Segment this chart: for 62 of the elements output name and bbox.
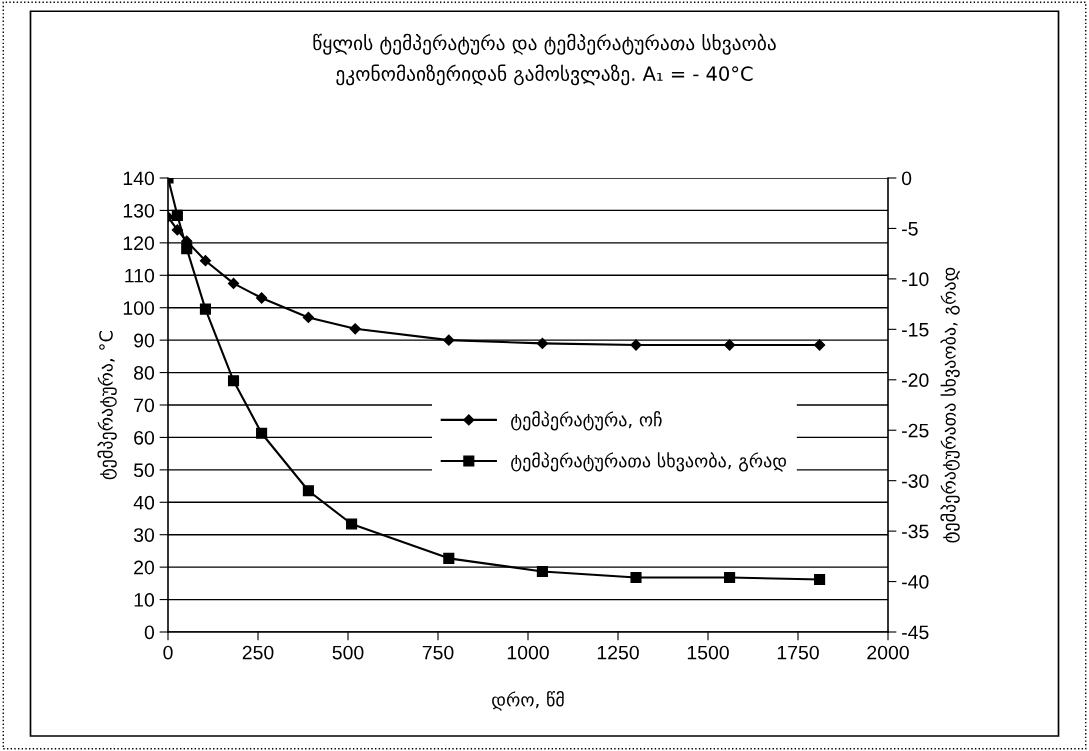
point xyxy=(443,334,455,346)
point xyxy=(181,243,193,255)
y2-tick-label: -45 xyxy=(902,625,929,640)
point xyxy=(814,573,826,586)
y-tick-label: 140 xyxy=(123,171,155,186)
y2-axis-title: ტემპერატურათა სხვაობა, გრად xyxy=(940,267,960,543)
x-axis-title: დრო, წმ xyxy=(492,691,564,711)
y-tick-label: 70 xyxy=(134,398,155,413)
y-tick-label: 20 xyxy=(134,560,155,575)
x-tick-label: 0 xyxy=(163,645,173,660)
y2-tick-label: -25 xyxy=(902,423,929,438)
point xyxy=(724,571,736,584)
y-tick-label: 10 xyxy=(134,593,155,607)
x-tick-label: 1000 xyxy=(507,645,549,660)
y2-tick-label: -15 xyxy=(902,323,929,337)
y-tick-label: 30 xyxy=(133,528,155,542)
y-tick-label: 100 xyxy=(123,301,155,315)
y2-tick-label: -20 xyxy=(902,373,929,388)
x-tick-label: 500 xyxy=(332,645,364,660)
point xyxy=(630,571,642,584)
y-tick-label: 80 xyxy=(134,366,155,380)
point xyxy=(536,565,548,578)
y2-tick-label: -40 xyxy=(902,575,929,589)
point xyxy=(302,485,314,497)
point xyxy=(346,518,358,530)
point xyxy=(723,339,736,351)
y-tick-label: 50 xyxy=(133,463,155,478)
point xyxy=(199,255,212,267)
legend-label: ტემპერატურა, ოჩ xyxy=(511,411,662,431)
chart-title: წყლის ტემპერატურა და ტემპერატურათა სხვაობა ეკონომაიზერიდან გამოსვლაზე. A₁ = - 40°C xyxy=(313,33,776,86)
y-tick-label: 60 xyxy=(134,430,155,445)
point xyxy=(256,427,268,439)
x-tick-label: 750 xyxy=(422,645,454,660)
point xyxy=(171,224,183,236)
y-tick-label: 40 xyxy=(133,495,155,510)
point xyxy=(171,209,183,221)
y2-tick-label: -10 xyxy=(902,272,929,287)
y-tick-label: 90 xyxy=(134,333,155,348)
y-tick-label: 110 xyxy=(125,268,155,283)
y-tick-label: 0 xyxy=(144,625,155,640)
point xyxy=(536,337,549,349)
x-tick-label: 2000 xyxy=(867,645,909,660)
point xyxy=(227,375,240,387)
point xyxy=(255,292,268,304)
legend-label: ტემპერატურათა სხვაობა, გრად xyxy=(511,452,787,472)
y2-tick-label: 0 xyxy=(901,171,912,186)
x-tick-label: 250 xyxy=(242,645,274,660)
x-tick-label: 1750 xyxy=(777,645,819,660)
point xyxy=(443,552,455,564)
y2-tick-label: -5 xyxy=(902,222,918,236)
x-tick-label: 1250 xyxy=(597,645,639,660)
point xyxy=(813,339,826,351)
y2-tick-label: -35 xyxy=(902,524,929,539)
y-axis-title: ტემპერატურა, °C xyxy=(97,330,117,480)
point xyxy=(227,277,240,289)
y2-tick-label: -30 xyxy=(902,474,929,488)
point xyxy=(302,311,315,324)
y-tick-label: 130 xyxy=(123,203,155,218)
point xyxy=(349,323,361,335)
point xyxy=(199,303,211,315)
x-tick-label: 1500 xyxy=(687,645,729,660)
y-tick-label: 120 xyxy=(123,236,155,251)
